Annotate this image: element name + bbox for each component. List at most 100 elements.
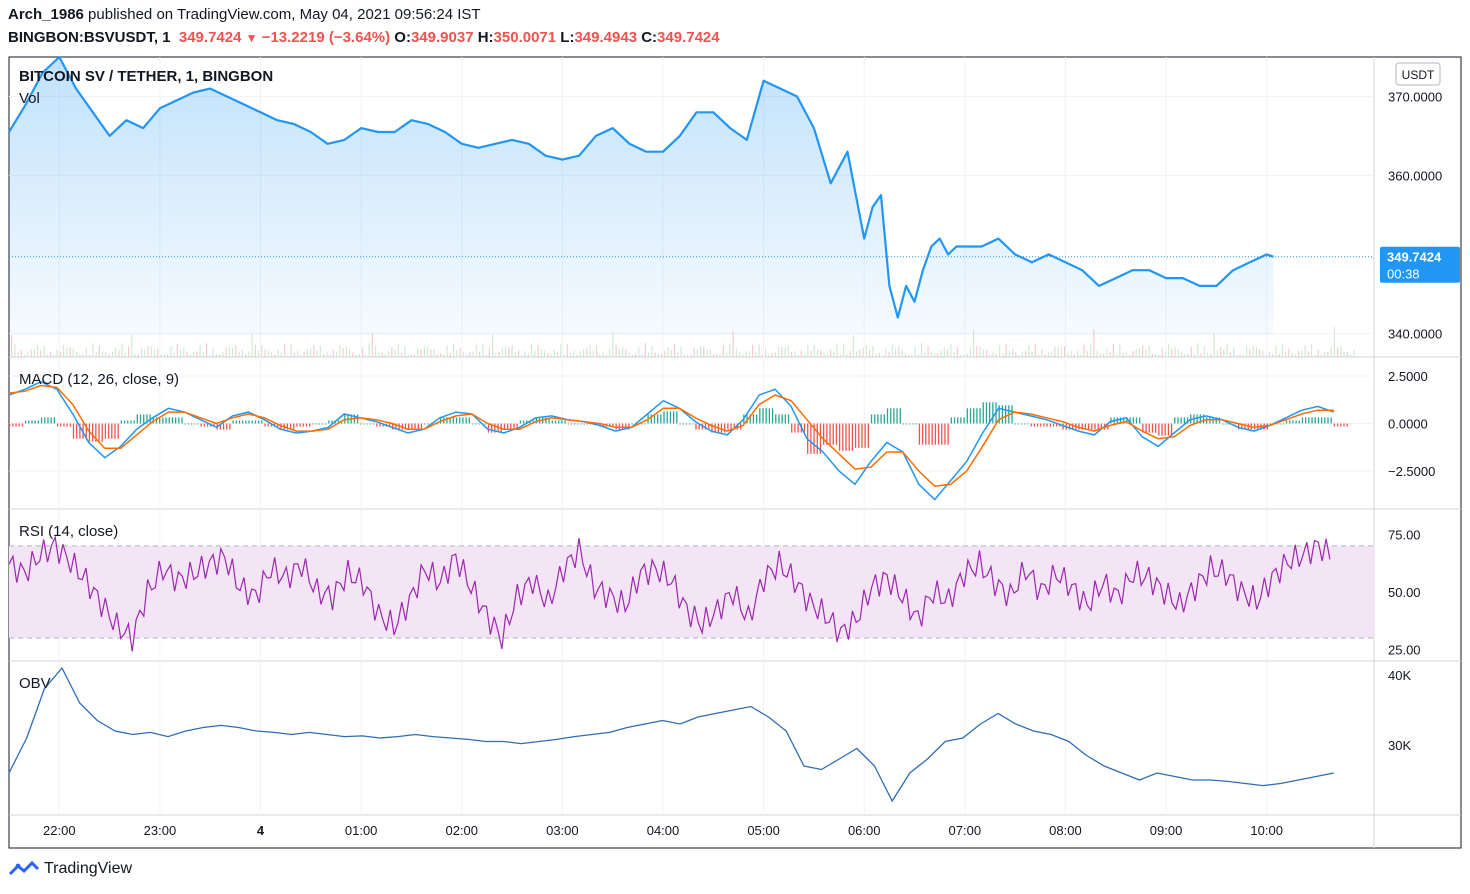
volume-bar — [989, 354, 991, 357]
countdown-label: 00:38 — [1387, 267, 1420, 282]
histogram-bar — [114, 423, 116, 439]
histogram-bar — [1340, 423, 1342, 427]
volume-bar — [345, 346, 347, 357]
volume-bar — [277, 349, 279, 357]
histogram-bar — [1330, 417, 1332, 424]
price-change: −13.2219 (−3.64%) — [261, 29, 391, 46]
volume-bar — [1304, 344, 1306, 357]
histogram-bar — [513, 423, 515, 430]
volume-bar — [336, 351, 338, 357]
histogram-bar — [688, 423, 691, 425]
volume-bar — [921, 343, 923, 357]
volume-bar — [40, 350, 42, 357]
histogram-bar — [618, 423, 621, 430]
histogram-bar — [47, 417, 49, 424]
histogram-bar — [229, 423, 231, 430]
histogram-bar — [1154, 423, 1157, 433]
volume-bar — [420, 349, 422, 357]
volume-bar — [550, 354, 552, 357]
histogram-bar — [133, 420, 135, 424]
histogram-bar — [835, 423, 838, 445]
volume-bar — [118, 350, 120, 357]
histogram-bar — [471, 423, 474, 425]
histogram-bar — [615, 423, 617, 430]
volume-bar — [50, 351, 52, 357]
volume-bar — [1337, 347, 1339, 357]
histogram-bar — [992, 402, 994, 424]
histogram-bar — [676, 411, 678, 424]
volume-bar — [976, 345, 978, 357]
volume-bar — [274, 354, 276, 357]
volume-bar — [150, 346, 152, 357]
volume-bar — [1184, 354, 1186, 357]
histogram-bar — [155, 417, 158, 424]
histogram-bar — [842, 423, 844, 451]
volume-bar — [287, 354, 289, 357]
volume-bar — [17, 352, 19, 357]
volume-bar — [505, 346, 507, 357]
volume-bar — [89, 354, 91, 357]
volume-bar — [784, 347, 786, 357]
volume-bar — [1080, 354, 1082, 357]
histogram-bar — [72, 423, 75, 439]
histogram-bar — [692, 423, 694, 425]
close-label: C: — [641, 29, 658, 46]
histogram-bar — [439, 417, 442, 424]
volume-bar — [1281, 343, 1283, 357]
volume-bar — [1168, 344, 1170, 357]
volume-bar — [163, 353, 165, 357]
histogram-bar — [1135, 417, 1138, 424]
volume-bar — [1285, 351, 1287, 357]
volume-bar — [1187, 353, 1189, 357]
histogram-bar — [1161, 423, 1163, 436]
histogram-bar — [727, 423, 729, 430]
histogram-bar — [1123, 417, 1125, 424]
volume-bar — [1109, 351, 1111, 357]
volume-bar — [716, 352, 718, 357]
histogram-bar — [1343, 423, 1345, 427]
volume-bar — [924, 352, 926, 357]
volume-bar — [820, 350, 822, 357]
histogram-bar — [966, 408, 968, 424]
histogram-bar — [18, 423, 20, 427]
volume-bar — [1194, 353, 1196, 357]
histogram-bar — [165, 417, 167, 424]
histogram-bar — [21, 423, 24, 427]
chart-area[interactable]: 22:00 23:00 4 01:00 02:00 03:00 04:00 05:00 06:0… — [0, 0, 1470, 860]
histogram-bar — [111, 423, 113, 439]
volume-bar — [1220, 346, 1222, 357]
histogram-bar — [1071, 423, 1074, 430]
volume-bar — [768, 354, 770, 357]
volume-bar — [800, 350, 802, 357]
volume-bar — [391, 347, 393, 357]
volume-bar — [378, 351, 380, 357]
volume-bar — [404, 346, 406, 357]
volume-bar — [755, 351, 757, 357]
volume-bar — [258, 350, 260, 357]
volume-bar — [1025, 350, 1027, 357]
publisher-user[interactable]: Arch_1986 — [8, 6, 84, 23]
histogram-bar — [1209, 417, 1211, 424]
volume-bar — [583, 349, 585, 357]
price-area-fill — [9, 57, 1274, 335]
footer-brand[interactable]: TradingView — [8, 860, 132, 878]
volume-bar — [1119, 344, 1121, 357]
time-tick-label: 03:00 — [546, 823, 579, 838]
volume-bar — [560, 343, 562, 357]
histogram-bar — [417, 423, 419, 430]
volume-bar — [202, 352, 204, 357]
volume-bar — [940, 350, 942, 357]
histogram-bar — [1324, 417, 1326, 424]
high-value: 350.0071 — [493, 29, 557, 46]
volume-bar — [1093, 329, 1095, 357]
histogram-bar — [1317, 417, 1320, 424]
volume-bar — [836, 343, 838, 357]
histogram-bar — [382, 423, 384, 427]
histogram-bar — [720, 423, 723, 433]
volume-bar — [1229, 352, 1231, 357]
price-tick-label: 360.0000 — [1388, 168, 1442, 183]
volume-bar — [1320, 354, 1322, 357]
volume-bar — [430, 349, 432, 357]
rsi-tick-label: 25.00 — [1388, 642, 1421, 657]
down-arrow-icon: ▼ — [245, 31, 258, 45]
